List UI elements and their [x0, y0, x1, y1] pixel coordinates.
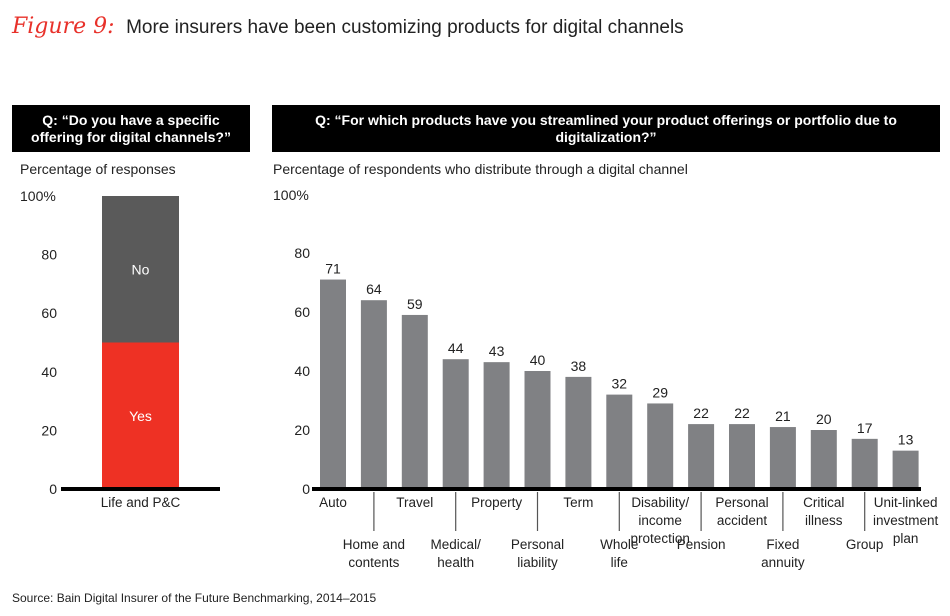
bar	[647, 403, 674, 489]
right-subtitle: Percentage of respondents who distribute…	[273, 161, 688, 177]
segment-label-no: No	[132, 261, 150, 277]
right-question-box: Q: “For which products have you streamli…	[272, 105, 940, 152]
x-tick-label: Critical illness	[803, 495, 844, 528]
bar-value-label: 20	[816, 411, 832, 427]
x-tick-label: Whole life	[600, 537, 638, 570]
bar	[892, 450, 919, 489]
stacked-bar-segment-yes	[102, 342, 179, 489]
right-y-tick-label: 60	[294, 304, 310, 320]
left-y-tick-label: 60	[41, 305, 57, 321]
right-y-tick-label: 100%	[273, 187, 309, 203]
bar-value-label: 21	[775, 408, 791, 424]
x-tick-label: Personal accident	[715, 495, 768, 528]
bar	[851, 438, 878, 489]
segment-label-yes: Yes	[129, 408, 152, 424]
bar	[729, 424, 755, 489]
left-question-box: Q: “Do you have a specific offering for …	[12, 105, 250, 152]
x-tick-label: Disability/income protection	[631, 495, 690, 546]
left-y-tick-label: 0	[49, 481, 57, 497]
bar-value-label: 64	[366, 281, 382, 297]
x-tick-label: Unit-linked investment plan	[873, 495, 939, 546]
x-tick-label: Property	[471, 495, 522, 510]
left-x-tick-label: Life and P&C	[101, 495, 181, 510]
figure-label: Figure 9:	[12, 14, 115, 39]
left-question-line2: offering for digital channels?”	[31, 128, 231, 145]
right-y-tick-label: 40	[294, 363, 310, 379]
x-tick-label: Medical/health	[431, 537, 482, 570]
bar	[769, 427, 796, 489]
left-y-tick-label: 100%	[20, 188, 56, 204]
x-tick-label: Pension	[677, 537, 726, 552]
bar	[320, 279, 346, 489]
bar	[688, 424, 715, 489]
bar-value-label: 22	[734, 405, 750, 421]
x-tick-label: Home and contents	[343, 537, 405, 570]
bar-value-label: 38	[571, 358, 587, 374]
stacked-bar-segment-no	[102, 196, 179, 343]
figure-heading: More insurers have been customizing prod…	[126, 17, 684, 38]
bar	[442, 359, 469, 489]
x-tick-label: Travel	[396, 495, 433, 510]
bar	[524, 371, 551, 489]
bar	[483, 362, 510, 489]
bar-value-label: 44	[448, 340, 464, 356]
source-note: Source: Bain Digital Insurer of the Futu…	[12, 591, 377, 605]
bar	[360, 300, 387, 489]
bar-value-label: 32	[612, 376, 628, 392]
bar	[810, 430, 837, 489]
bar-value-label: 71	[325, 261, 341, 277]
left-y-tick-label: 40	[41, 364, 57, 380]
x-tick-label: Group	[846, 537, 884, 552]
x-tick-label: Fixed annuity	[761, 537, 805, 570]
x-tick-label: Term	[563, 495, 593, 510]
right-y-tick-label: 0	[302, 481, 310, 497]
bar-value-label: 17	[857, 420, 873, 436]
bar	[606, 394, 633, 489]
bar-value-label: 13	[898, 432, 914, 448]
left-x-axis	[61, 487, 220, 491]
bar-value-label: 43	[489, 343, 505, 359]
figure-title: Figure 9: More insurers have been custom…	[12, 14, 684, 39]
x-tick-label: Personal liability	[511, 537, 564, 570]
left-question-line1: Q: “Do you have a specific	[42, 111, 220, 128]
right-y-tick-label: 80	[294, 245, 310, 261]
right-x-axis	[312, 487, 921, 491]
left-subtitle: Percentage of responses	[20, 161, 176, 177]
left-y-tick-label: 80	[41, 247, 57, 263]
bar-value-label: 22	[693, 405, 709, 421]
left-y-tick-label: 20	[41, 422, 57, 438]
bar	[401, 314, 428, 489]
bar	[565, 376, 592, 489]
bar-value-label: 40	[530, 352, 546, 368]
right-y-tick-label: 20	[294, 422, 310, 438]
right-question: Q: “For which products have you streamli…	[315, 111, 897, 145]
x-tick-label: Auto	[319, 495, 347, 510]
bar-value-label: 29	[652, 384, 668, 400]
bar-value-label: 59	[407, 296, 423, 312]
